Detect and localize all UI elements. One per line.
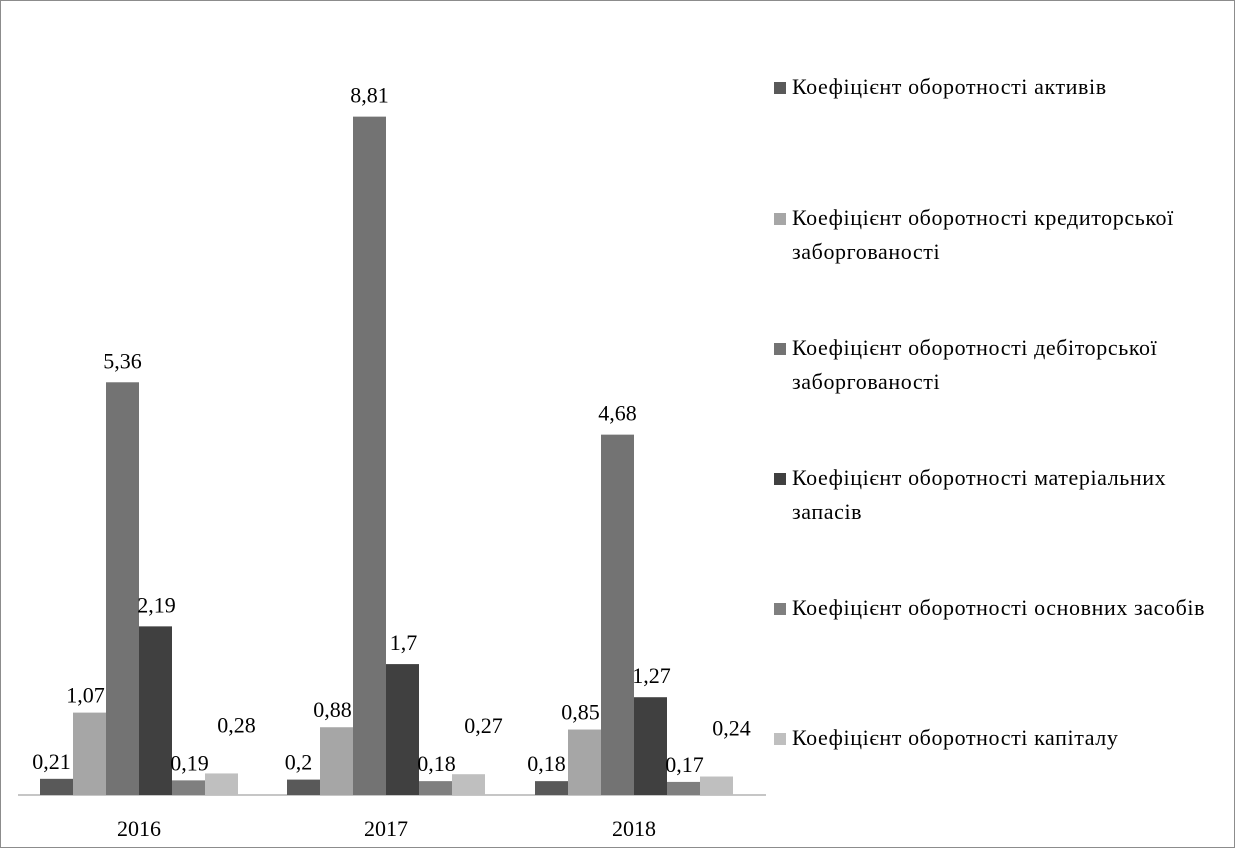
data-labels-layer: 0,21 1,07 5,36 2,19 0,19 0,28 0,2 0,88 8,81 1,7 0,… [32, 83, 751, 777]
bar-2018-series-1 [535, 781, 568, 795]
x-tick-label-2018: 2018 [612, 816, 656, 841]
bar-2017-series-2 [320, 727, 353, 795]
data-label-2017-series-4: 1,7 [390, 630, 418, 655]
bar-2016-series-6 [205, 773, 238, 795]
legend-item-1: Коефіцієнт оборотності активів [774, 70, 1229, 104]
data-label-2016-series-5: 0,19 [170, 750, 209, 775]
data-label-2016-series-2: 1,07 [66, 683, 105, 708]
data-label-2018-series-5: 0,17 [665, 752, 704, 777]
legend-swatch [774, 603, 786, 615]
bar-2017-series-4 [386, 664, 419, 795]
data-label-2017-series-6: 0,27 [464, 713, 503, 738]
data-label-2016-series-6: 0,28 [217, 712, 256, 737]
bar-2016-series-5 [172, 780, 205, 795]
legend-swatch [774, 82, 786, 94]
legend-label: Коефіцієнт оборотності дебіторської забо… [792, 335, 1158, 394]
bar-2017-series-6 [452, 774, 485, 795]
bar-2016-series-3 [106, 382, 139, 795]
bar-2018-series-5 [667, 781, 700, 795]
x-tick-labels-layer: 2016 2017 2018 [117, 816, 656, 841]
bar-2017-series-1 [287, 779, 320, 795]
data-label-2017-series-5: 0,18 [417, 751, 456, 776]
bar-2016-series-4 [139, 626, 172, 795]
data-label-2018-series-6: 0,24 [712, 716, 751, 741]
data-label-2018-series-2: 0,85 [561, 700, 600, 725]
bar-2016-series-2 [73, 712, 106, 795]
data-label-2017-series-2: 0,88 [313, 697, 352, 722]
data-label-2016-series-4: 2,19 [137, 592, 176, 617]
bar-2018-series-6 [700, 776, 733, 795]
data-label-2017-series-1: 0,2 [285, 750, 313, 775]
legend-label: Коефіцієнт оборотності активів [792, 74, 1107, 99]
data-label-2018-series-4: 1,27 [632, 663, 671, 688]
data-label-2018-series-3: 4,68 [598, 401, 637, 426]
data-label-2016-series-3: 5,36 [103, 348, 142, 373]
legend-label: Коефіцієнт оборотності основних засобів [792, 595, 1206, 620]
bar-2018-series-2 [568, 729, 601, 795]
data-label-2016-series-1: 0,21 [32, 749, 71, 774]
bar-2018-series-4 [634, 697, 667, 795]
legend-label: Коефіцієнт оборотності кредиторської заб… [792, 205, 1174, 264]
legend-label: Коефіцієнт оборотності капіталу [792, 725, 1119, 750]
bar-2016-series-1 [40, 778, 73, 795]
x-tick-label-2016: 2016 [117, 816, 161, 841]
legend-label: Коефіцієнт оборотності матеріальних запа… [792, 465, 1167, 524]
legend-item-6: Коефіцієнт оборотності капіталу [774, 721, 1229, 755]
data-label-2017-series-3: 8,81 [350, 83, 389, 108]
legend-item-5: Коефіцієнт оборотності основних засобів [774, 591, 1229, 625]
bar-2018-series-3 [601, 434, 634, 795]
legend-swatch [774, 733, 786, 745]
x-tick-label-2017: 2017 [364, 816, 408, 841]
bar-2017-series-3 [353, 116, 386, 795]
bars-layer [40, 116, 733, 795]
data-label-2018-series-1: 0,18 [527, 751, 566, 776]
legend-swatch [774, 343, 786, 355]
legend-swatch [774, 473, 786, 485]
legend-item-2: Коефіцієнт оборотності кредиторської заб… [774, 201, 1229, 269]
legend-swatch [774, 213, 786, 225]
legend-item-4: Коефіцієнт оборотності матеріальних запа… [774, 461, 1229, 529]
bar-2017-series-5 [419, 781, 452, 795]
legend-item-3: Коефіцієнт оборотності дебіторської забо… [774, 331, 1229, 399]
